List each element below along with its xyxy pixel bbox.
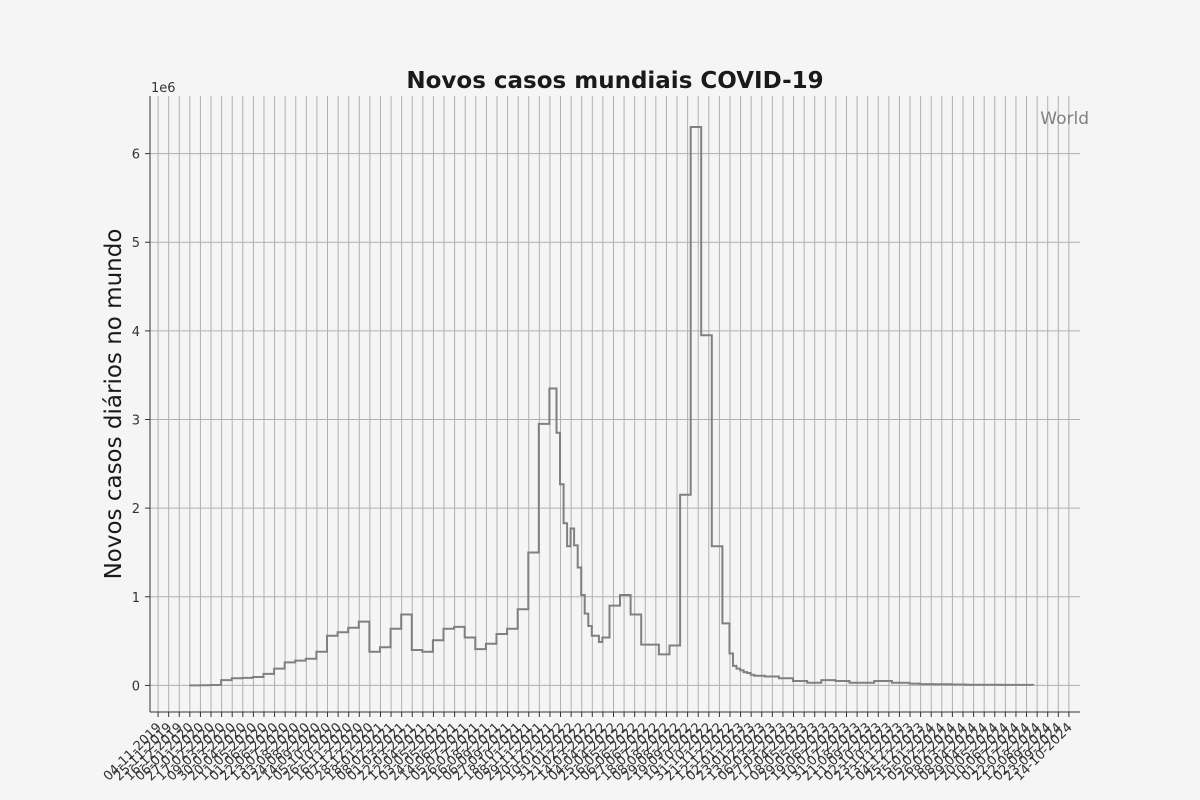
y-tick-label: 3: [132, 414, 140, 429]
y-tick-label: 0: [132, 679, 140, 694]
y-tick-label: 6: [132, 148, 140, 163]
y-tick-label: 5: [132, 236, 140, 251]
y-axis-label: Novos casos diários no mundo: [101, 229, 127, 580]
y-axis-multiplier: 1e6: [151, 81, 176, 96]
y-tick-label: 2: [132, 502, 140, 517]
legend-entry-world: World: [1040, 109, 1089, 129]
series-line-world: [189, 126, 1035, 687]
grid-lines: [150, 96, 1080, 712]
series-line-layer: [189, 126, 1035, 687]
y-tick-labels: 0 1 2 3 4 5 6: [132, 148, 140, 695]
y-tick-label: 4: [132, 325, 140, 340]
y-tick-label: 1: [132, 591, 140, 606]
x-tick-labels: 04-11-201925-11-201916-12-201906-01-2020…: [101, 720, 1076, 784]
chart-title: Novos casos mundiais COVID-19: [406, 68, 823, 94]
axes: [145, 96, 1080, 717]
